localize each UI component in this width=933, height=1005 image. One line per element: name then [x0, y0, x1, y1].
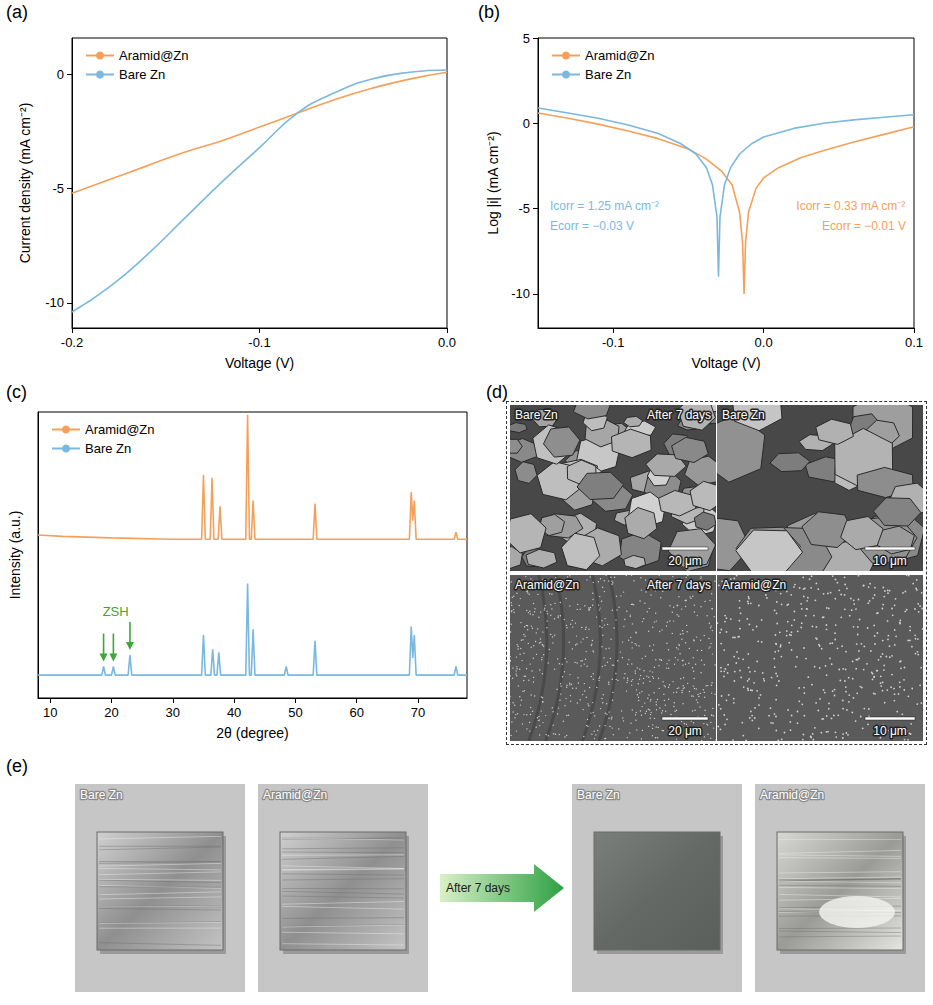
- svg-text:Bare Zn: Bare Zn: [585, 67, 631, 82]
- svg-text:ZSH: ZSH: [103, 604, 129, 619]
- svg-text:Ecorr = −0.03 V: Ecorr = −0.03 V: [550, 219, 634, 233]
- svg-text:After 7 days: After 7 days: [446, 881, 510, 895]
- svg-text:Ecorr = −0.01 V: Ecorr = −0.01 V: [822, 219, 906, 233]
- svg-text:-5: -5: [52, 181, 64, 196]
- svg-text:Bare Zn: Bare Zn: [577, 788, 620, 802]
- svg-text:0.0: 0.0: [438, 335, 456, 350]
- html-text:(a): (a): [6, 2, 28, 22]
- svg-text:10 μm: 10 μm: [873, 724, 907, 738]
- svg-text:Aramid@Zn: Aramid@Zn: [722, 578, 786, 592]
- svg-text:20: 20: [104, 705, 118, 720]
- svg-text:20 μm: 20 μm: [668, 724, 702, 738]
- svg-text:0: 0: [523, 116, 530, 131]
- svg-text:-0.2: -0.2: [61, 335, 83, 350]
- svg-text:Bare Zn: Bare Zn: [722, 408, 765, 422]
- html-text:(c): (c): [6, 382, 27, 402]
- svg-text:10 μm: 10 μm: [873, 554, 907, 568]
- svg-text:Voltage (V): Voltage (V): [691, 355, 760, 371]
- svg-text:5: 5: [523, 31, 530, 46]
- svg-text:0: 0: [57, 67, 64, 82]
- html-text:(e): (e): [6, 756, 28, 776]
- svg-text:10: 10: [43, 705, 57, 720]
- svg-text:-10: -10: [45, 295, 64, 310]
- svg-text:Aramid@Zn: Aramid@Zn: [515, 578, 579, 592]
- svg-text:0.1: 0.1: [905, 335, 923, 350]
- svg-text:Icorr = 1.25 mA cm⁻²: Icorr = 1.25 mA cm⁻²: [550, 199, 659, 213]
- svg-text:Aramid@Zn: Aramid@Zn: [585, 48, 655, 63]
- svg-text:50: 50: [288, 705, 302, 720]
- html-text:(b): (b): [478, 2, 500, 22]
- svg-text:-10: -10: [511, 286, 530, 301]
- svg-text:Intensity (a.u.): Intensity (a.u.): [7, 511, 23, 600]
- svg-text:Current density (mA cm⁻²): Current density (mA cm⁻²): [17, 103, 33, 264]
- svg-text:-5: -5: [518, 201, 530, 216]
- html-text:(d): (d): [486, 382, 508, 402]
- svg-text:Bare Zn: Bare Zn: [85, 441, 131, 456]
- svg-text:Voltage (V): Voltage (V): [225, 355, 294, 371]
- svg-text:Aramid@Zn: Aramid@Zn: [263, 788, 327, 802]
- svg-text:Aramid@Zn: Aramid@Zn: [119, 48, 189, 63]
- svg-text:Bare Zn: Bare Zn: [119, 67, 165, 82]
- svg-text:-0.1: -0.1: [248, 335, 270, 350]
- svg-text:Bare Zn: Bare Zn: [515, 408, 558, 422]
- svg-text:0.0: 0.0: [755, 335, 773, 350]
- svg-text:After 7 days: After 7 days: [647, 578, 711, 592]
- svg-text:Log |i| (mA cm⁻²): Log |i| (mA cm⁻²): [485, 131, 501, 234]
- svg-text:60: 60: [349, 705, 363, 720]
- svg-text:-0.1: -0.1: [602, 335, 624, 350]
- svg-text:2θ (degree): 2θ (degree): [216, 725, 288, 741]
- svg-text:30: 30: [166, 705, 180, 720]
- svg-text:Bare Zn: Bare Zn: [80, 788, 123, 802]
- svg-text:Aramid@Zn: Aramid@Zn: [760, 788, 824, 802]
- svg-text:40: 40: [227, 705, 241, 720]
- svg-text:After 7 days: After 7 days: [647, 408, 711, 422]
- svg-text:70: 70: [411, 705, 425, 720]
- svg-text:Icorr = 0.33 mA cm⁻²: Icorr = 0.33 mA cm⁻²: [796, 199, 905, 213]
- svg-text:Aramid@Zn: Aramid@Zn: [85, 422, 155, 437]
- svg-text:20 μm: 20 μm: [668, 554, 702, 568]
